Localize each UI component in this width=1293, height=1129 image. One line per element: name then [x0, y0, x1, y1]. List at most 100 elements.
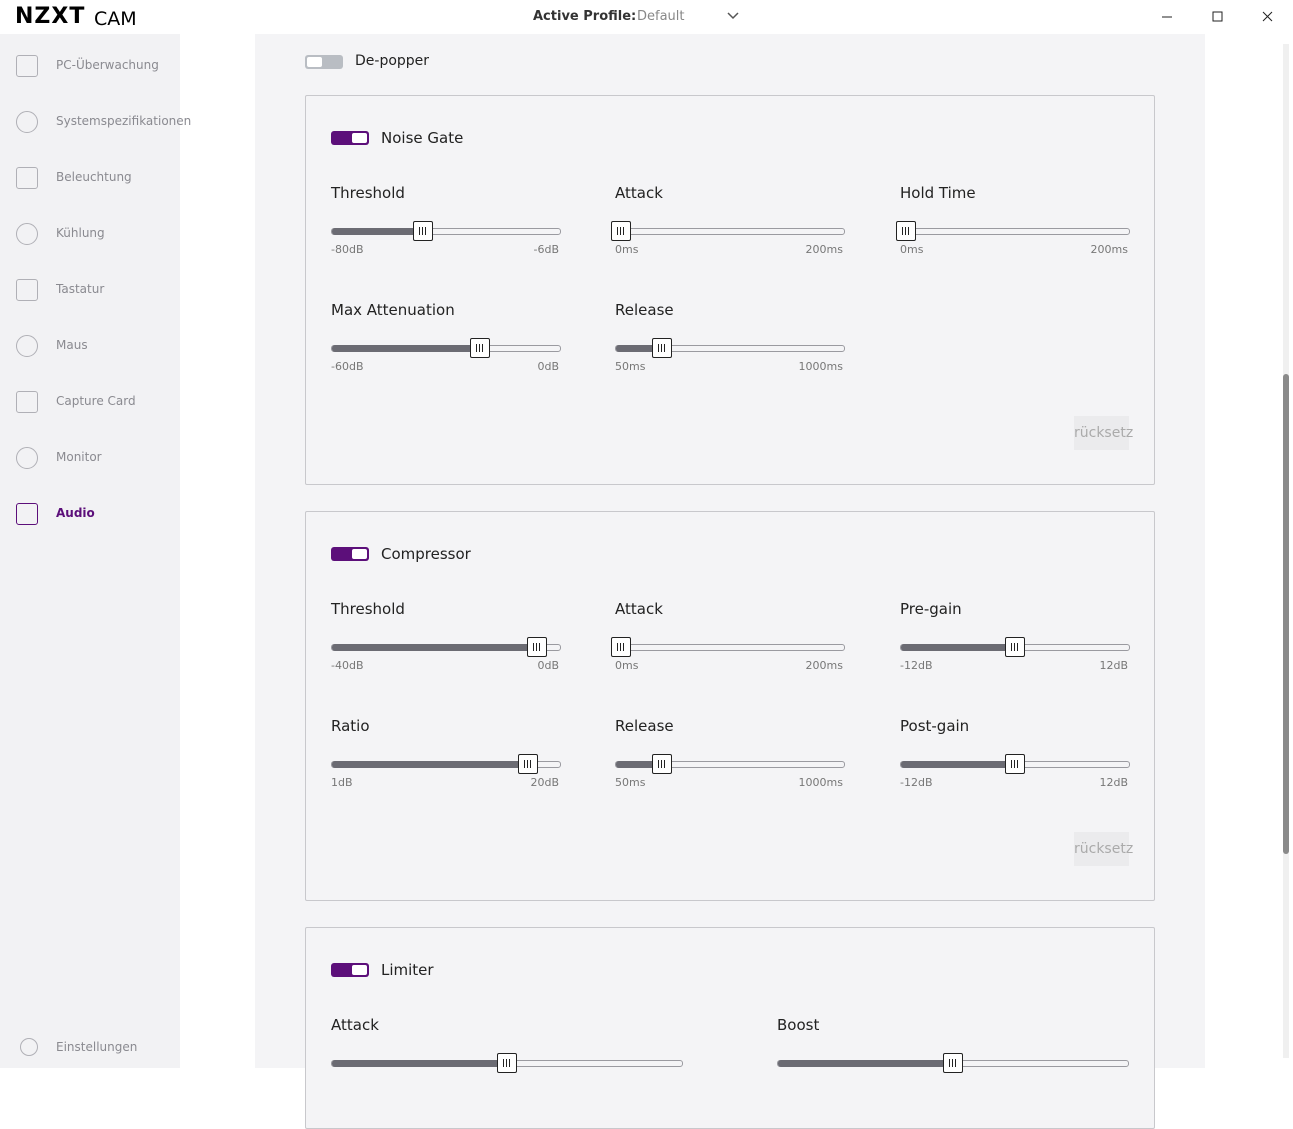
brand: NZXT [15, 4, 86, 29]
slider-max: 1000ms [798, 360, 843, 373]
slider-label: Threshold [331, 600, 405, 618]
section-box [305, 511, 1155, 901]
toggle[interactable] [331, 131, 369, 145]
nav-icon[interactable] [16, 503, 38, 525]
slider-track[interactable] [331, 1053, 683, 1073]
slider-label: Release [615, 301, 674, 319]
slider-thumb[interactable] [610, 637, 631, 657]
slider-thumb[interactable] [610, 221, 631, 241]
slider-track[interactable] [610, 221, 845, 241]
nav-icon[interactable] [16, 167, 38, 189]
slider-min: -12dB [900, 659, 933, 672]
slider-thumb[interactable] [651, 338, 672, 358]
slider-fill [616, 761, 662, 768]
section-title: Limiter [381, 961, 434, 979]
slider-track[interactable] [777, 1053, 1129, 1073]
slider-thumb[interactable] [470, 338, 491, 358]
slider-min: 50ms [615, 360, 646, 373]
slider-track[interactable] [331, 637, 561, 657]
toggle[interactable] [331, 963, 369, 977]
section-box [305, 95, 1155, 485]
slider-track[interactable] [900, 754, 1130, 774]
slider-thumb[interactable] [497, 1053, 517, 1073]
slider-label: Ratio [331, 717, 370, 735]
slider-track[interactable] [615, 338, 845, 358]
section-title: Compressor [381, 545, 471, 563]
slider-label: Pre-gain [900, 600, 962, 618]
toggle[interactable] [305, 55, 343, 69]
slider-min: 0ms [615, 243, 639, 256]
slider-track[interactable] [610, 637, 845, 657]
reset-button[interactable]: rücksetz [1074, 416, 1133, 450]
slider-thumb[interactable] [651, 754, 672, 774]
slider-track[interactable] [900, 637, 1130, 657]
nav-item[interactable]: Systemspezifikationen [56, 114, 192, 128]
nav-icon[interactable] [16, 55, 38, 77]
slider-thumb[interactable] [1005, 637, 1025, 657]
slider-track[interactable] [331, 221, 561, 241]
nav-item[interactable]: Maus [56, 338, 88, 352]
nav-item[interactable]: Monitor [56, 450, 102, 464]
depopper-label[interactable]: De-popper [355, 53, 430, 69]
slider-max: 0dB [537, 360, 559, 373]
profile-value[interactable]: Default [637, 9, 685, 24]
slider-min: 50ms [615, 776, 646, 789]
slider-thumb[interactable] [895, 221, 916, 241]
scrollbar [1283, 44, 1289, 1058]
slider-fill [332, 345, 481, 352]
slider-label: Max Attenuation [331, 301, 455, 319]
slider-min: -80dB [331, 243, 364, 256]
slider-track[interactable] [331, 754, 561, 774]
slider-fill [332, 644, 538, 651]
slider-label: Post-gain [900, 717, 970, 735]
toggle-knob [352, 549, 367, 559]
slider-max: 200ms [805, 659, 843, 672]
nav-icon[interactable] [16, 223, 38, 245]
toggle-knob [352, 965, 367, 975]
slider-fill [332, 228, 424, 235]
reset-button[interactable]: rücksetz [1074, 832, 1133, 866]
slider-track[interactable] [331, 338, 561, 358]
nav-item[interactable]: PC-Überwachung [56, 58, 159, 72]
nav-icon[interactable] [16, 335, 38, 357]
nav-item[interactable]: Tastatur [56, 282, 105, 296]
slider-thumb[interactable] [943, 1053, 963, 1073]
slider-label: Attack [615, 600, 663, 618]
slider-thumb[interactable] [413, 221, 434, 241]
slider-fill [778, 1060, 953, 1067]
slider-fill [332, 1060, 507, 1067]
nav-item[interactable]: Kühlung [56, 226, 105, 240]
slider-label: Attack [331, 1016, 379, 1034]
slider-thumb[interactable] [527, 637, 548, 657]
slider-label: Threshold [331, 184, 405, 202]
dropdown-arrow[interactable] [726, 11, 740, 21]
nav-item[interactable]: Audio [56, 506, 95, 520]
slider-track[interactable] [895, 221, 1130, 241]
nav-item[interactable]: Beleuchtung [56, 170, 132, 184]
toggle[interactable] [331, 547, 369, 561]
scroll-thumb[interactable] [1283, 374, 1289, 854]
slider-label: Boost [777, 1016, 820, 1034]
slider-track[interactable] [615, 754, 845, 774]
slider-thumb[interactable] [518, 754, 539, 774]
slider-fill [901, 761, 1015, 768]
slider-max: 12dB [1099, 776, 1128, 789]
nav-item[interactable]: Capture Card [56, 394, 136, 408]
window-controls[interactable] [1155, 6, 1285, 28]
nav-icon[interactable] [16, 279, 38, 301]
sidebar: PC-Überwachung Systemspezifikationen Beleu… [0, 34, 191, 1068]
profile-label: Active Profile: [533, 9, 637, 24]
slider-thumb[interactable] [1005, 754, 1025, 774]
nav-icon[interactable] [16, 447, 38, 469]
nav-icon[interactable] [16, 111, 38, 133]
settings-icon[interactable] [20, 1038, 38, 1056]
product: CAM [94, 8, 137, 30]
title-bar: NZXT CAM Active Profile: Default [0, 0, 1293, 34]
slider-label: Hold Time [900, 184, 976, 202]
slider-min: -40dB [331, 659, 364, 672]
nav-icon[interactable] [16, 391, 38, 413]
slider-max: 12dB [1099, 659, 1128, 672]
slider-label: Release [615, 717, 674, 735]
settings[interactable]: Einstellungen [56, 1040, 138, 1054]
